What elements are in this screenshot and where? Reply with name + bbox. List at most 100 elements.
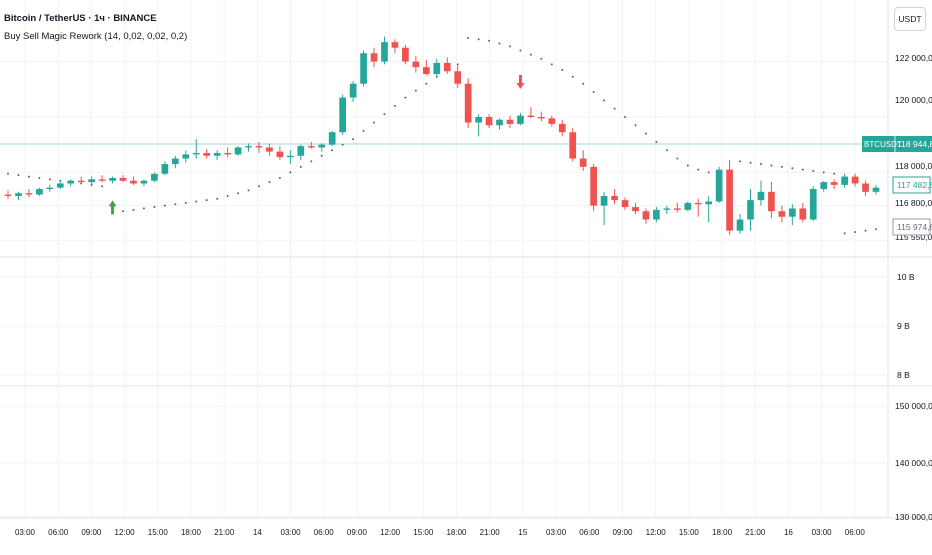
- candle-body[interactable]: [517, 115, 524, 124]
- candle-body[interactable]: [234, 147, 242, 155]
- candle-body[interactable]: [130, 180, 137, 184]
- candle-body[interactable]: [182, 154, 190, 159]
- candle-body[interactable]: [161, 164, 169, 174]
- candle-body[interactable]: [736, 219, 744, 231]
- sar-dot: [665, 149, 668, 152]
- candle-body[interactable]: [799, 208, 807, 220]
- candle-body[interactable]: [46, 187, 54, 190]
- candle-body[interactable]: [527, 115, 535, 117]
- candle-body[interactable]: [276, 151, 284, 158]
- candle-body[interactable]: [67, 180, 75, 184]
- candle-body[interactable]: [841, 176, 848, 185]
- candle-body[interactable]: [872, 187, 880, 192]
- candle-body[interactable]: [412, 61, 420, 68]
- candle-body[interactable]: [663, 208, 671, 210]
- candle-body[interactable]: [694, 202, 702, 205]
- candle-body[interactable]: [464, 83, 472, 123]
- candle-body[interactable]: [862, 183, 869, 192]
- candle-body[interactable]: [632, 207, 639, 212]
- candle-body[interactable]: [370, 53, 378, 62]
- candle-body[interactable]: [590, 166, 597, 206]
- candle-body[interactable]: [778, 211, 786, 217]
- candle-body[interactable]: [538, 116, 545, 119]
- candle-body[interactable]: [747, 200, 754, 220]
- candle-body[interactable]: [548, 118, 556, 124]
- candle-body[interactable]: [642, 211, 650, 220]
- candle-body[interactable]: [579, 158, 587, 167]
- candle-body[interactable]: [4, 194, 12, 196]
- candle-body[interactable]: [768, 191, 775, 212]
- candle-body[interactable]: [684, 202, 692, 210]
- candle-body[interactable]: [266, 147, 273, 152]
- candle-body[interactable]: [673, 208, 681, 210]
- candle-body[interactable]: [88, 179, 96, 183]
- candle-body[interactable]: [496, 119, 503, 126]
- candle-body[interactable]: [77, 180, 85, 183]
- candle-body[interactable]: [611, 195, 618, 201]
- candle-body[interactable]: [318, 144, 326, 148]
- candle-body[interactable]: [15, 193, 22, 196]
- sar-dot: [320, 154, 323, 157]
- candle-body[interactable]: [213, 153, 221, 156]
- candle-body[interactable]: [820, 182, 828, 190]
- candle-body[interactable]: [705, 201, 713, 205]
- candle-body[interactable]: [98, 179, 106, 181]
- candle-body[interactable]: [402, 47, 409, 62]
- candle-body[interactable]: [381, 42, 388, 62]
- time-axis-label: 06:00: [48, 528, 69, 537]
- indicator-legend[interactable]: Buy Sell Magic Rework (14, 0,02, 0,02, 0…: [4, 31, 188, 42]
- candle-body[interactable]: [339, 97, 346, 133]
- candle-body[interactable]: [726, 169, 733, 231]
- volume-axis-label: 10 B: [897, 272, 915, 282]
- candle-body[interactable]: [653, 209, 660, 220]
- candle-body[interactable]: [360, 53, 367, 84]
- candle-body[interactable]: [485, 116, 493, 126]
- candle-body[interactable]: [151, 173, 158, 181]
- candle-body[interactable]: [36, 189, 43, 195]
- candle-body[interactable]: [140, 180, 148, 184]
- candle-body[interactable]: [307, 146, 315, 148]
- candle-body[interactable]: [109, 177, 116, 181]
- candle-body[interactable]: [569, 132, 577, 159]
- candle-body[interactable]: [224, 153, 231, 155]
- candle-body[interactable]: [328, 132, 336, 145]
- candle-body[interactable]: [621, 200, 629, 208]
- currency-button[interactable]: USDT: [894, 7, 926, 31]
- candle-body[interactable]: [506, 119, 514, 124]
- sar-dot: [561, 68, 564, 71]
- candle-body[interactable]: [287, 155, 294, 158]
- candle-body[interactable]: [349, 83, 357, 98]
- candle-body[interactable]: [119, 177, 127, 181]
- candle-body[interactable]: [830, 182, 838, 185]
- candle-body[interactable]: [391, 42, 399, 48]
- candle-body[interactable]: [851, 176, 859, 184]
- candle-body[interactable]: [433, 62, 441, 75]
- third-axis-label: 130 000,00: [895, 512, 932, 522]
- time-axis-label: 21:00: [745, 528, 766, 537]
- candle-body[interactable]: [475, 116, 482, 123]
- buy-arrow-icon: [108, 200, 117, 215]
- candle-body[interactable]: [558, 123, 566, 133]
- candle-body[interactable]: [454, 71, 462, 84]
- candle-body[interactable]: [600, 195, 608, 206]
- current-symbol-label: BTCUSDT: [864, 140, 902, 149]
- candle-body[interactable]: [788, 208, 796, 217]
- candle-body[interactable]: [757, 191, 765, 201]
- candle-body[interactable]: [171, 158, 179, 165]
- candle-body[interactable]: [203, 153, 211, 156]
- candle-body[interactable]: [245, 146, 252, 148]
- candle-body[interactable]: [422, 67, 430, 75]
- time-axis-label: 09:00: [347, 528, 368, 537]
- candle-body[interactable]: [192, 153, 200, 155]
- candle-body[interactable]: [255, 146, 263, 148]
- symbol-title[interactable]: Bitcoin / TetherUS · 1ч · BINANCE: [4, 13, 157, 24]
- candle-body[interactable]: [715, 169, 723, 202]
- candle-body[interactable]: [25, 193, 33, 195]
- candle-body[interactable]: [297, 146, 305, 156]
- candle-body[interactable]: [443, 62, 451, 72]
- time-axis-label: 18:00: [712, 528, 733, 537]
- candle-body[interactable]: [809, 189, 817, 220]
- candle-body[interactable]: [56, 183, 64, 188]
